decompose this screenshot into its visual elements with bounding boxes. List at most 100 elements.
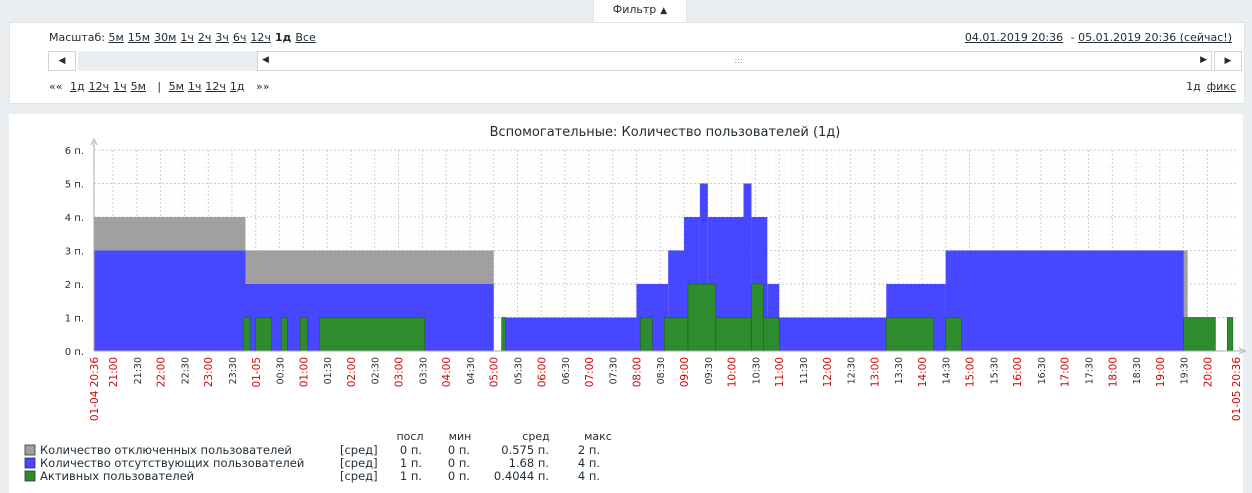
legend-name-1: Количество отсутствующих пользователей — [40, 456, 304, 470]
x-tick-label-44: 19:00 — [1155, 357, 1167, 387]
series-2-segment-19 — [763, 317, 780, 351]
fix-link[interactable]: фикс — [1206, 80, 1236, 93]
x-tick-label-12: 03:00 — [394, 357, 406, 387]
nav-back-3[interactable]: 5м — [130, 80, 146, 93]
x-tick-label-22: 08:00 — [631, 357, 643, 387]
series-2-segment-11 — [501, 317, 506, 351]
scroll-thumb[interactable]: ◀ ::: ▶ — [257, 51, 1212, 71]
zoom-option-8[interactable]: 1д — [274, 31, 292, 44]
x-tick-label-2: 22:00 — [156, 357, 168, 387]
period-navigation: «« 1д 12ч 1ч 5м | 5м 1ч 12ч 1д »» — [49, 80, 273, 93]
legend-name-0: Количество отключенных пользователей — [40, 443, 292, 457]
legend-avg-2: 0.4044 п. — [494, 469, 549, 483]
nav-back-2[interactable]: 1ч — [113, 80, 127, 93]
x-tick-label-20: 07:00 — [584, 357, 596, 387]
series-2-segment-13 — [640, 317, 653, 351]
legend-header-1: мин — [449, 430, 472, 443]
x-tick-label-33: 13:30 — [894, 357, 905, 384]
period-from-link[interactable]: 04.01.2019 20:36 — [964, 31, 1064, 44]
zoom-option-0[interactable]: 5м — [108, 31, 124, 44]
x-tick-label-29: 11:30 — [799, 357, 810, 384]
x-tick-label-4: 23:00 — [203, 357, 215, 387]
y-tick-label-4: 4 п. — [65, 213, 84, 224]
zoom-option-7[interactable]: 12ч — [250, 31, 271, 44]
nav-forward-2[interactable]: 12ч — [205, 80, 226, 93]
scroll-track[interactable]: ◀ ::: ▶ — [78, 51, 1212, 71]
x-start-label: 01-04 20:36 — [89, 357, 101, 421]
period-to-link[interactable]: 05.01.2019 20:36 (сейчас!) — [1078, 31, 1232, 44]
period-separator: - — [1067, 31, 1079, 44]
legend-last-2: 1 п. — [400, 469, 422, 483]
legend-max-1: 4 п. — [578, 456, 600, 470]
x-tick-label-36: 15:00 — [965, 357, 977, 387]
resize-left-handle-icon[interactable]: ◀ — [262, 55, 269, 65]
series-2-segment-17 — [715, 317, 752, 351]
zoom-option-2[interactable]: 30м — [154, 31, 177, 44]
legend-max-0: 2 п. — [578, 443, 600, 457]
y-tick-label-5: 5 п. — [65, 180, 84, 191]
zoom-option-4[interactable]: 2ч — [197, 31, 212, 44]
resize-right-handle-icon[interactable]: ▶ — [1200, 55, 1207, 65]
legend-header-0: посл — [396, 430, 423, 443]
legend-avg-0: 0.575 п. — [501, 443, 549, 457]
scroll-left-button[interactable]: ◀ — [48, 51, 76, 71]
period-range: 04.01.2019 20:36 - 05.01.2019 20:36 (сей… — [965, 31, 1236, 44]
series-1-segment-12 — [779, 317, 887, 351]
series-2-segment-9 — [319, 317, 425, 351]
y-tick-label-6: 6 п. — [65, 146, 84, 157]
zoom-option-6[interactable]: 6ч — [232, 31, 247, 44]
x-tick-label-32: 13:00 — [869, 357, 881, 387]
series-2-segment-25 — [1183, 317, 1216, 351]
zoom-option-3[interactable]: 1ч — [180, 31, 194, 44]
series-2-segment-1 — [243, 317, 251, 351]
series-2-segment-7 — [300, 317, 308, 351]
nav-back-0[interactable]: 1д — [69, 80, 85, 93]
x-tick-label-26: 10:00 — [727, 357, 739, 387]
x-tick-label-30: 12:00 — [822, 357, 834, 387]
x-tick-label-14: 04:00 — [441, 357, 453, 387]
x-tick-label-37: 15:30 — [989, 357, 1000, 384]
scroll-right-button[interactable]: ▶ — [1214, 51, 1242, 71]
x-tick-label-7: 00:30 — [276, 357, 287, 384]
zoom-option-5[interactable]: 3ч — [215, 31, 229, 44]
nav-forward-all[interactable]: »» — [256, 80, 270, 93]
y-axis-arrow-icon — [90, 137, 98, 146]
series-1-segment-9 — [743, 183, 752, 351]
x-tick-label-34: 14:00 — [917, 357, 929, 387]
nav-forward-0[interactable]: 5м — [168, 80, 184, 93]
series-2-segment-21 — [886, 317, 934, 351]
zoom-option-1[interactable]: 15м — [127, 31, 151, 44]
x-tick-label-11: 02:30 — [371, 357, 382, 384]
y-tick-label-2: 2 п. — [65, 280, 84, 291]
drag-grip-icon[interactable]: ::: — [734, 56, 743, 65]
zoom-option-9[interactable]: Все — [295, 31, 316, 44]
nav-forward-1[interactable]: 1ч — [187, 80, 202, 93]
legend-swatch-0 — [24, 444, 36, 456]
nav-back-1[interactable]: 12ч — [88, 80, 110, 93]
y-tick-label-3: 3 п. — [65, 247, 84, 258]
series-2-segment-23 — [945, 317, 962, 351]
x-tick-label-19: 06:30 — [561, 357, 572, 384]
nav-forward-3[interactable]: 1д — [229, 80, 245, 93]
caret-up-icon: ▲ — [660, 6, 668, 16]
series-2-segment-18 — [751, 284, 764, 351]
x-tick-label-0: 21:00 — [108, 357, 120, 387]
x-tick-label-24: 09:00 — [679, 357, 691, 387]
series-1-segment-3 — [501, 317, 637, 351]
x-tick-label-38: 16:00 — [1012, 357, 1024, 387]
legend-last-0: 0 п. — [400, 443, 422, 457]
triangle-left-icon: ◀ — [58, 56, 66, 66]
timeline-scrollbar: ◀ ◀ ::: ▶ ▶ — [48, 51, 1242, 71]
x-tick-label-10: 02:00 — [346, 357, 358, 387]
legend-swatch-1 — [24, 457, 36, 469]
legend-min-0: 0 п. — [448, 443, 470, 457]
legend-fn-2: [сред] — [340, 469, 378, 483]
series-2-segment-5 — [281, 317, 288, 351]
x-tick-label-9: 01:30 — [323, 357, 334, 384]
graph-panel: Вспомогательные: Количество пользователе… — [9, 114, 1247, 493]
x-tick-label-31: 12:30 — [847, 357, 858, 384]
nav-back-all[interactable]: «« — [49, 80, 63, 93]
x-axis-arrow-icon — [1238, 347, 1247, 355]
x-tick-label-41: 17:30 — [1084, 357, 1095, 384]
y-tick-label-1: 1 п. — [65, 314, 84, 325]
